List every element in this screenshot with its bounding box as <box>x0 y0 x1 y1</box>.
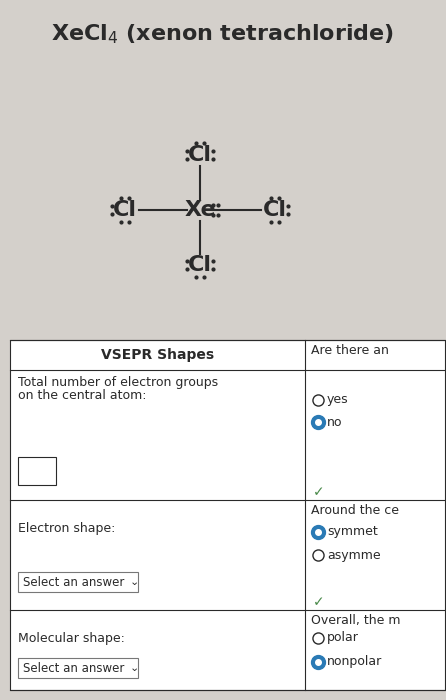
Text: asymme: asymme <box>327 549 380 561</box>
Text: yes: yes <box>327 393 349 407</box>
Text: Overall, the m: Overall, the m <box>311 614 401 627</box>
Text: Xe: Xe <box>184 200 216 220</box>
Text: no: no <box>327 416 343 428</box>
Text: ✓: ✓ <box>313 485 325 499</box>
Text: Select an answer: Select an answer <box>23 662 124 675</box>
Text: polar: polar <box>327 631 359 645</box>
Bar <box>10 340 445 690</box>
Bar <box>18 572 138 592</box>
Text: Around the ce: Around the ce <box>311 504 399 517</box>
Text: XeCl$_4$ (xenon tetrachloride): XeCl$_4$ (xenon tetrachloride) <box>51 22 395 46</box>
Text: Electron shape:: Electron shape: <box>18 522 116 535</box>
Bar <box>18 658 138 678</box>
Text: Cl: Cl <box>188 255 212 275</box>
Text: Cl: Cl <box>263 200 287 220</box>
Text: ✓: ✓ <box>313 595 325 609</box>
Text: Total number of electron groups: Total number of electron groups <box>18 376 218 389</box>
Text: Select an answer: Select an answer <box>23 575 124 589</box>
Text: ⌄: ⌄ <box>130 577 139 587</box>
Text: VSEPR Shapes: VSEPR Shapes <box>101 348 214 362</box>
Text: Molecular shape:: Molecular shape: <box>18 632 125 645</box>
Text: symmet: symmet <box>327 526 378 538</box>
Text: nonpolar: nonpolar <box>327 655 382 668</box>
Text: Cl: Cl <box>188 145 212 165</box>
Text: Are there an: Are there an <box>311 344 389 357</box>
Text: on the central atom:: on the central atom: <box>18 389 146 402</box>
Text: Cl: Cl <box>113 200 137 220</box>
Text: ⌄: ⌄ <box>130 663 139 673</box>
Bar <box>18 457 56 485</box>
